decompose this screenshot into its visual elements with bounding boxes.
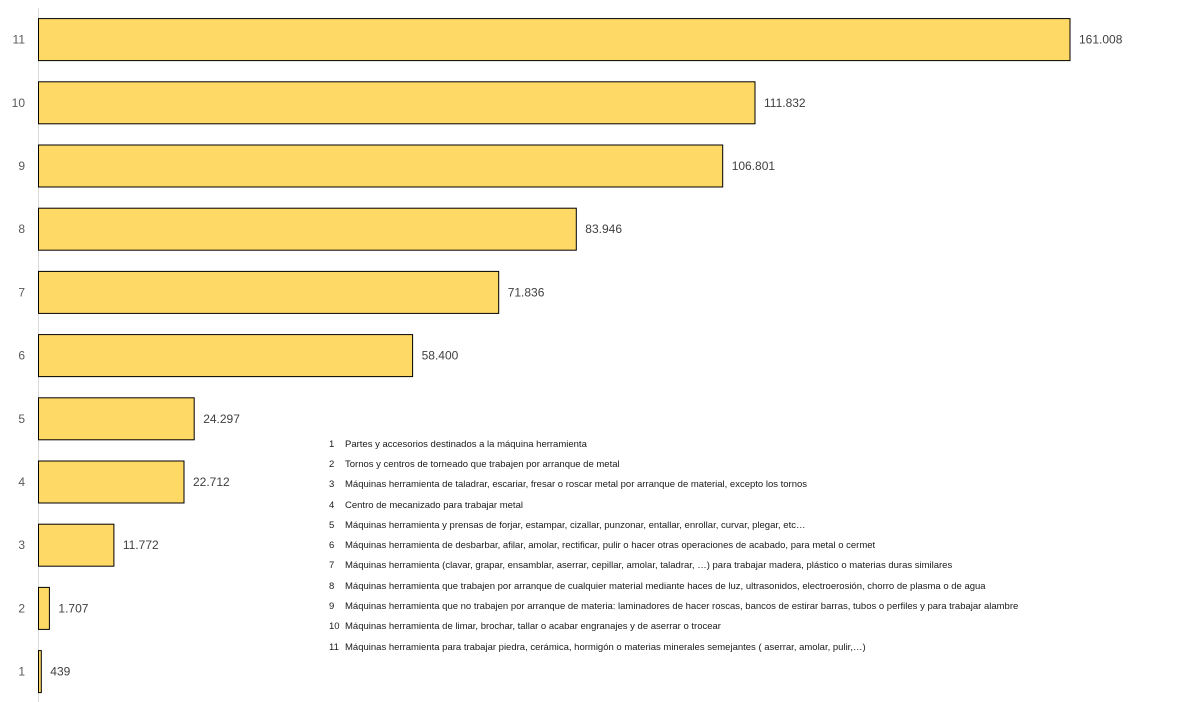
value-label-2: 1.707 <box>58 601 88 615</box>
legend-number: 3 <box>329 479 335 491</box>
category-label-3: 3 <box>18 538 25 552</box>
legend-item-7: 7 Máquinas herramienta (clavar, grapar, e… <box>329 556 1018 576</box>
category-label-4: 4 <box>18 475 25 489</box>
legend-text: Máquinas herramienta de desbarbar, afila… <box>345 540 876 552</box>
legend-text: Máquinas herramienta de taladrar, escari… <box>345 479 808 491</box>
category-label-11: 11 <box>13 33 26 47</box>
legend-item-6: 6 Máquinas herramienta de desbarbar, afil… <box>329 535 1018 555</box>
legend-item-3: 3 Máquinas herramienta de taladrar, escar… <box>329 475 1018 495</box>
value-label-1: 439 <box>50 665 70 679</box>
value-label-3: 11.772 <box>123 538 159 552</box>
category-label-8: 8 <box>18 222 25 236</box>
legend-number: 1 <box>329 438 335 450</box>
legend-number: 9 <box>329 601 335 613</box>
bar-7 <box>38 270 500 314</box>
legend-text: Partes y accesorios destinados a la máqu… <box>345 438 587 450</box>
bar-6 <box>38 334 414 378</box>
bar-11 <box>38 18 1071 62</box>
legend-item-4: 4 Centro de mecanizado para trabajar meta… <box>329 495 1018 515</box>
legend-number: 7 <box>329 560 335 572</box>
bar-10 <box>38 81 756 125</box>
category-label-2: 2 <box>18 601 25 615</box>
bar-8 <box>38 207 577 251</box>
legend-item-11: 11 Máquinas herramienta para trabajar pie… <box>329 637 1018 657</box>
bar-9 <box>38 144 724 188</box>
category-label-9: 9 <box>18 159 25 173</box>
legend-item-10: 10 Máquinas herramienta de limar, brochar… <box>329 617 1018 637</box>
value-label-10: 111.832 <box>764 96 806 110</box>
category-label-6: 6 <box>18 349 25 363</box>
legend-number: 5 <box>329 519 335 531</box>
value-label-6: 58.400 <box>422 349 459 363</box>
value-label-5: 24.297 <box>203 412 240 426</box>
value-label-11: 161.008 <box>1079 33 1123 47</box>
legend-number: 4 <box>329 499 335 511</box>
bar-4 <box>38 460 185 504</box>
legend-text: Máquinas herramienta de limar, brochar, … <box>345 621 721 633</box>
category-label-1: 1 <box>18 665 25 679</box>
legend-text: Máquinas herramienta y prensas de forjar… <box>345 519 806 531</box>
legend-number: 2 <box>329 458 335 470</box>
legend-item-9: 9 Máquinas herramienta que no trabajen po… <box>329 596 1018 616</box>
legend-text: Centro de mecanizado para trabajar metal <box>345 499 523 511</box>
value-labels: 4391.70711.77222.71224.29758.40071.83683… <box>50 33 1122 679</box>
legend-item-5: 5 Máquinas herramienta y prensas de forja… <box>329 515 1018 535</box>
legend-item-1: 1 Partes y accesorios destinados a la máq… <box>329 434 1018 454</box>
legend-text: Tornos y centros de torneado que trabaje… <box>345 458 620 470</box>
bars-group <box>38 18 1071 694</box>
value-label-7: 71.836 <box>508 285 545 299</box>
bar-1 <box>38 650 42 694</box>
legend-number: 11 <box>329 641 339 653</box>
legend-item-2: 2 Tornos y centros de torneado que trabaj… <box>329 454 1018 474</box>
legend-text: Máquinas herramienta que no trabajen por… <box>345 601 1019 613</box>
legend-number: 10 <box>329 621 340 633</box>
legend-text: Máquinas herramienta que trabajen por ar… <box>345 580 986 592</box>
bar-2 <box>38 586 50 630</box>
legend-number: 8 <box>329 580 335 592</box>
bar-3 <box>38 523 115 567</box>
value-label-9: 106.801 <box>732 159 776 173</box>
value-label-8: 83.946 <box>585 222 622 236</box>
legend-number: 6 <box>329 540 335 552</box>
category-label-7: 7 <box>18 285 25 299</box>
bar-5 <box>38 397 195 441</box>
category-labels: 1 2 3 4 5 6 7 8 9 10 11 <box>12 33 26 679</box>
legend: 1 Partes y accesorios destinados a la máq… <box>329 434 1018 657</box>
value-label-4: 22.712 <box>193 475 230 489</box>
legend-text: Máquinas herramienta (clavar, grapar, en… <box>345 560 953 572</box>
legend-item-8: 8 Máquinas herramienta que trabajen por a… <box>329 576 1018 596</box>
category-label-5: 5 <box>18 412 25 426</box>
category-label-10: 10 <box>12 96 26 110</box>
legend-text: Máquinas herramienta para trabajar piedr… <box>345 641 866 653</box>
